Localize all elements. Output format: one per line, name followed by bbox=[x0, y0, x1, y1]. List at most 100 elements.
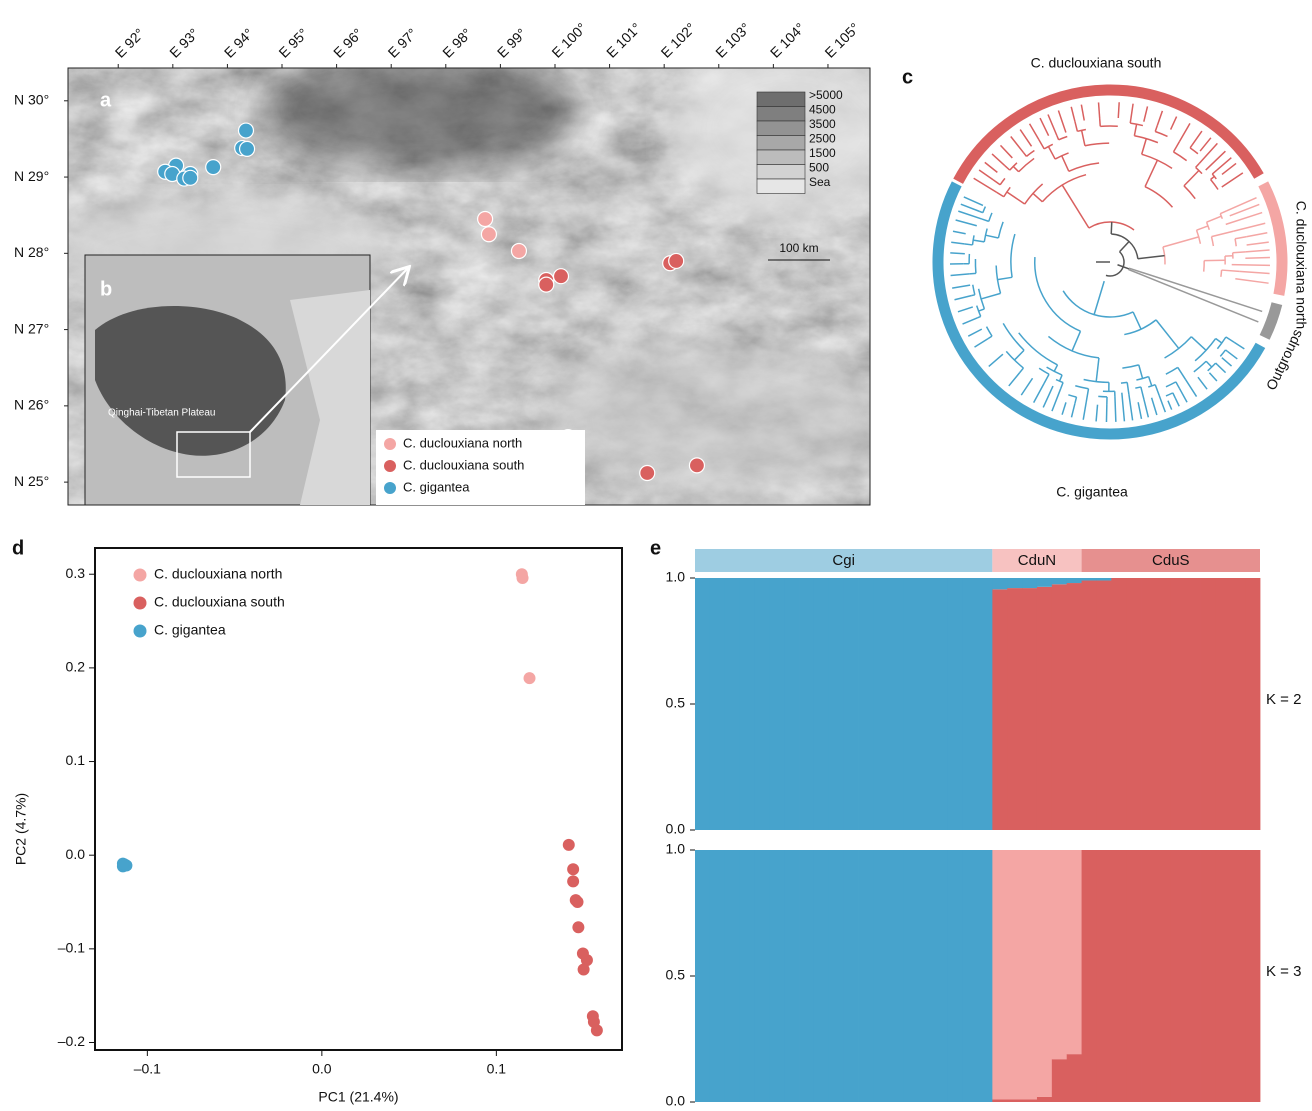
ancestry-bar bbox=[963, 578, 978, 830]
ancestry-bar bbox=[948, 578, 963, 830]
y-tick-label: N 26° bbox=[14, 397, 49, 413]
tree-branch bbox=[1071, 404, 1074, 418]
ancestry-bar bbox=[1067, 850, 1082, 1054]
tree-branch bbox=[998, 222, 1003, 238]
tree-branch bbox=[979, 170, 993, 180]
panel-label: c bbox=[902, 66, 913, 88]
ancestry-bar bbox=[903, 850, 918, 1102]
tree-branch bbox=[1207, 216, 1222, 222]
tree-branch bbox=[1145, 187, 1172, 208]
ancestry-bar bbox=[1052, 578, 1067, 584]
tree-branch bbox=[964, 244, 972, 245]
x-tick-label: E 101° bbox=[603, 20, 644, 61]
tree-branch bbox=[1184, 170, 1199, 185]
ancestry-bar bbox=[859, 578, 874, 830]
x-tick-label: E 98° bbox=[439, 25, 475, 61]
y-tick-label: N 25° bbox=[14, 473, 49, 489]
ancestry-bar bbox=[963, 850, 978, 1102]
tree-branch bbox=[1062, 185, 1089, 228]
ancestry-bar bbox=[844, 850, 859, 1102]
tree-branch bbox=[1133, 312, 1141, 329]
ancestry-bar bbox=[799, 850, 814, 1102]
tree-branch bbox=[1156, 320, 1179, 349]
ancestry-bar bbox=[754, 850, 769, 1102]
y-tick-label: –0.1 bbox=[58, 940, 85, 956]
elevation-label: 3500 bbox=[809, 117, 836, 131]
ancestry-bar bbox=[740, 578, 755, 830]
tree-branch bbox=[1176, 382, 1180, 389]
ancestry-bar bbox=[948, 850, 963, 1102]
clade-label: C. gigantea bbox=[1056, 484, 1128, 500]
tree-branch bbox=[1197, 226, 1208, 230]
tree-branch bbox=[1226, 337, 1234, 342]
ancestry-bar bbox=[859, 850, 874, 1102]
ancestry-bar bbox=[1022, 578, 1037, 588]
ancestry-bar bbox=[1230, 578, 1245, 830]
ancestry-bar bbox=[784, 850, 799, 1102]
ancestry-bar bbox=[1111, 850, 1126, 1102]
tree-branch bbox=[1174, 152, 1187, 161]
tree-branch bbox=[1014, 350, 1024, 360]
ancestry-bar bbox=[873, 578, 888, 830]
tree-branch bbox=[986, 235, 999, 238]
tree-branch bbox=[989, 354, 1003, 366]
elevation-swatch bbox=[757, 165, 805, 180]
elevation-label: Sea bbox=[809, 175, 831, 189]
scale-label: 100 km bbox=[779, 241, 818, 255]
elevation-swatch bbox=[757, 107, 805, 122]
tree-branch bbox=[1122, 365, 1138, 368]
tree-branch bbox=[1190, 148, 1198, 154]
panel-label: e bbox=[650, 537, 661, 559]
tree-branch bbox=[1021, 378, 1032, 395]
ancestry-bar bbox=[1156, 850, 1171, 1102]
ancestry-bar bbox=[1245, 578, 1260, 830]
tree-branch bbox=[1020, 130, 1031, 147]
tree-branch bbox=[953, 231, 966, 233]
tree-branch bbox=[1062, 156, 1069, 172]
x-tick-label: E 96° bbox=[330, 25, 366, 61]
tree-branch bbox=[1221, 270, 1222, 277]
ancestry-bar bbox=[1171, 578, 1186, 830]
ancestry-bar bbox=[992, 850, 1007, 1099]
tree-branch bbox=[1149, 377, 1152, 386]
ancestry-bar bbox=[1067, 583, 1082, 830]
ancestry-bar bbox=[1022, 1099, 1037, 1102]
ancestry-bar bbox=[873, 850, 888, 1102]
tree-branch bbox=[1141, 387, 1144, 400]
tree-branch bbox=[1013, 166, 1018, 171]
tree-branch bbox=[1233, 223, 1265, 231]
clade-label: C. duclouxiana south bbox=[1031, 55, 1162, 71]
data-point bbox=[689, 458, 704, 473]
ancestry-bar bbox=[829, 850, 844, 1102]
tree-branch bbox=[989, 213, 992, 221]
tree-branch bbox=[1048, 146, 1055, 159]
tree-branch bbox=[1086, 389, 1088, 402]
tree-branch bbox=[1007, 192, 1025, 204]
x-tick-label: E 93° bbox=[166, 25, 202, 61]
tree-branch bbox=[1174, 142, 1180, 152]
tree-branch bbox=[1085, 143, 1109, 146]
tree-branch bbox=[1034, 383, 1044, 402]
ancestry-bar bbox=[1007, 850, 1022, 1099]
ancestry-bar bbox=[1215, 850, 1230, 1102]
x-tick-label: E 94° bbox=[221, 25, 257, 61]
tree-branch bbox=[1222, 270, 1240, 271]
data-point bbox=[572, 896, 584, 908]
data-point bbox=[591, 1024, 603, 1036]
ancestry-bar bbox=[918, 850, 933, 1102]
tree-branch bbox=[1003, 323, 1024, 350]
tree-branch bbox=[1129, 269, 1259, 321]
elevation-swatch bbox=[757, 92, 805, 107]
ancestry-bar bbox=[784, 578, 799, 830]
tree-branch bbox=[1127, 382, 1129, 394]
tree-branch bbox=[1129, 268, 1262, 311]
legend-label: C. duclouxiana north bbox=[403, 435, 522, 450]
tree-branch bbox=[951, 242, 964, 244]
data-point bbox=[183, 170, 198, 185]
tree-branch bbox=[1043, 386, 1053, 407]
ancestry-bar bbox=[1096, 581, 1111, 830]
tree-branch bbox=[993, 180, 1000, 185]
y-tick-label: 0.1 bbox=[66, 752, 86, 768]
tree-branch bbox=[1206, 361, 1212, 367]
tree-branch bbox=[1058, 111, 1065, 133]
